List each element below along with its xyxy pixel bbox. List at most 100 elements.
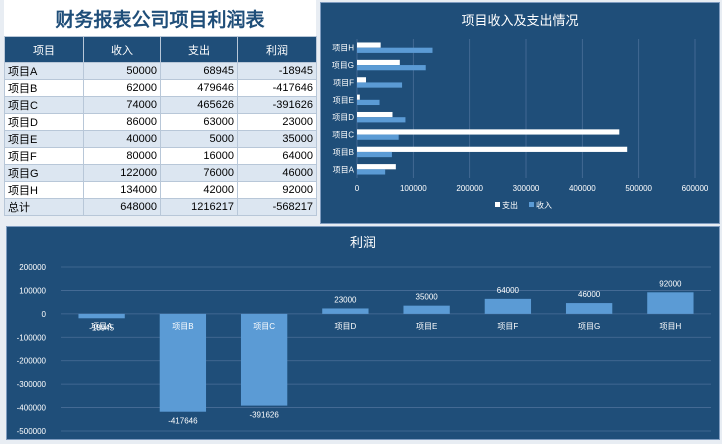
- cell-income[interactable]: 40000: [83, 130, 161, 148]
- y-tick-label: 200000: [19, 263, 46, 272]
- table-row: 项目E 40000 5000 35000: [4, 130, 317, 148]
- x-category-label: 项目A: [91, 322, 113, 331]
- table-row: 项目C 74000 465626 -391626: [4, 96, 317, 114]
- y-category-label: 项目E: [333, 96, 354, 105]
- table-row: 项目D 86000 63000 23000: [4, 113, 317, 131]
- table-row: 项目H 134000 42000 92000: [4, 181, 317, 199]
- bar-expense: [357, 146, 628, 152]
- y-category-label: 项目D: [332, 113, 354, 122]
- y-tick-label: 0: [42, 310, 47, 319]
- chart-title: 项目收入及支出情况: [461, 13, 578, 28]
- y-tick-label: -200000: [17, 357, 47, 366]
- y-tick-label: -500000: [17, 427, 47, 436]
- legend-swatch: [495, 202, 500, 207]
- cell-expense[interactable]: 42000: [160, 181, 238, 199]
- cell-profit[interactable]: -417646: [237, 79, 317, 97]
- data-label: 35000: [416, 293, 439, 302]
- cell-name[interactable]: 项目D: [4, 113, 84, 131]
- x-tick-label: 0: [355, 184, 360, 193]
- cell-income[interactable]: 50000: [83, 62, 161, 80]
- y-category-label: 项目B: [333, 148, 354, 157]
- bar-expense: [357, 111, 393, 118]
- bar-expense: [357, 42, 381, 48]
- profit-bar: [322, 308, 369, 314]
- cell-income[interactable]: 134000: [83, 181, 161, 199]
- cell-name[interactable]: 项目B: [4, 79, 84, 97]
- cell-expense[interactable]: 68945: [160, 62, 238, 80]
- cell-expense[interactable]: 1216217: [160, 198, 238, 216]
- table-total-row: 总计 648000 1216217 -568217: [4, 198, 317, 216]
- legend-label: 收入: [536, 200, 552, 210]
- y-category-label: 项目H: [332, 44, 354, 53]
- bar-expense: [357, 59, 400, 66]
- profit-bar: [159, 313, 207, 412]
- cell-profit[interactable]: 46000: [237, 164, 317, 182]
- cell-expense[interactable]: 479646: [160, 79, 238, 97]
- legend-label: 支出: [502, 200, 518, 210]
- cell-name[interactable]: 项目C: [4, 96, 84, 114]
- bar-income: [357, 117, 406, 123]
- header-income[interactable]: 收入: [83, 36, 161, 63]
- income-expense-chart: 项目收入及支出情况 0 100000 200000 300000 400000 50000…: [332, 13, 709, 210]
- profit-bar: [484, 298, 532, 314]
- bar-income: [357, 47, 433, 53]
- y-category-label: 项目F: [333, 78, 354, 87]
- y-category-label: 项目C: [332, 131, 354, 140]
- cell-income[interactable]: 74000: [83, 96, 161, 114]
- profit-bar: [240, 313, 288, 406]
- cell-name[interactable]: 项目H: [4, 181, 84, 199]
- x-tick-label: 500000: [625, 184, 652, 193]
- header-profit[interactable]: 利润: [237, 36, 317, 63]
- cell-profit[interactable]: 64000: [237, 147, 317, 165]
- sheet-title: 财务报表公司项目利润表: [4, 0, 316, 36]
- cell-profit[interactable]: 23000: [237, 113, 317, 131]
- header-expense[interactable]: 支出: [160, 36, 238, 63]
- cell-income[interactable]: 62000: [83, 79, 161, 97]
- cell-expense[interactable]: 76000: [160, 164, 238, 182]
- cell-profit[interactable]: -568217: [237, 198, 317, 216]
- table-row: 项目G 122000 76000 46000: [4, 164, 317, 182]
- bar-income: [357, 151, 392, 158]
- cell-income[interactable]: 80000: [83, 147, 161, 165]
- y-tick-label: -100000: [17, 333, 47, 342]
- cell-name[interactable]: 总计: [4, 198, 84, 216]
- y-tick-label: -400000: [17, 404, 47, 413]
- table-row: 项目F 80000 16000 64000: [4, 147, 317, 165]
- cell-income[interactable]: 122000: [83, 164, 161, 182]
- cell-profit[interactable]: 35000: [237, 130, 317, 148]
- cell-name[interactable]: 项目F: [4, 147, 84, 165]
- bar-expense: [357, 77, 367, 83]
- x-tick-label: 200000: [456, 184, 483, 193]
- cell-profit[interactable]: 92000: [237, 181, 317, 199]
- header-project[interactable]: 项目: [4, 36, 84, 63]
- cell-name[interactable]: 项目E: [4, 130, 84, 148]
- bar-income: [357, 99, 380, 106]
- x-tick-label: 100000: [400, 184, 427, 193]
- cell-expense[interactable]: 465626: [160, 96, 238, 114]
- x-category-label: 项目H: [659, 322, 681, 331]
- data-label: -417646: [168, 417, 198, 426]
- y-category-label: 项目A: [333, 165, 355, 174]
- cell-income[interactable]: 648000: [83, 198, 161, 216]
- income-expense-chart-panel[interactable]: 项目收入及支出情况 0 100000 200000 300000 400000 50000…: [320, 2, 720, 224]
- chart-title: 利润: [350, 235, 376, 250]
- bar-income: [357, 82, 403, 88]
- profit-table: 项目 收入 支出 利润 项目A 50000 68945 -18945 项目B 6…: [4, 36, 317, 216]
- cell-expense[interactable]: 16000: [160, 147, 238, 165]
- profit-chart: 利润 200000 100000 0 -100000 -200000 -300000 -40…: [17, 235, 711, 436]
- cell-expense[interactable]: 63000: [160, 113, 238, 131]
- cell-name[interactable]: 项目A: [4, 62, 84, 80]
- cell-profit[interactable]: -391626: [237, 96, 317, 114]
- table-row: 项目B 62000 479646 -417646: [4, 79, 317, 97]
- data-label: 23000: [334, 295, 357, 304]
- y-tick-label: 100000: [19, 286, 46, 295]
- profit-bar: [403, 305, 450, 314]
- cell-name[interactable]: 项目G: [4, 164, 84, 182]
- profit-chart-panel[interactable]: 利润 200000 100000 0 -100000 -200000 -300000 -40…: [6, 226, 720, 440]
- cell-income[interactable]: 86000: [83, 113, 161, 131]
- bar-expense: [357, 164, 396, 170]
- cell-expense[interactable]: 5000: [160, 130, 238, 148]
- bar-income: [357, 169, 386, 175]
- table-row: 项目A 50000 68945 -18945: [4, 62, 317, 80]
- cell-profit[interactable]: -18945: [237, 62, 317, 80]
